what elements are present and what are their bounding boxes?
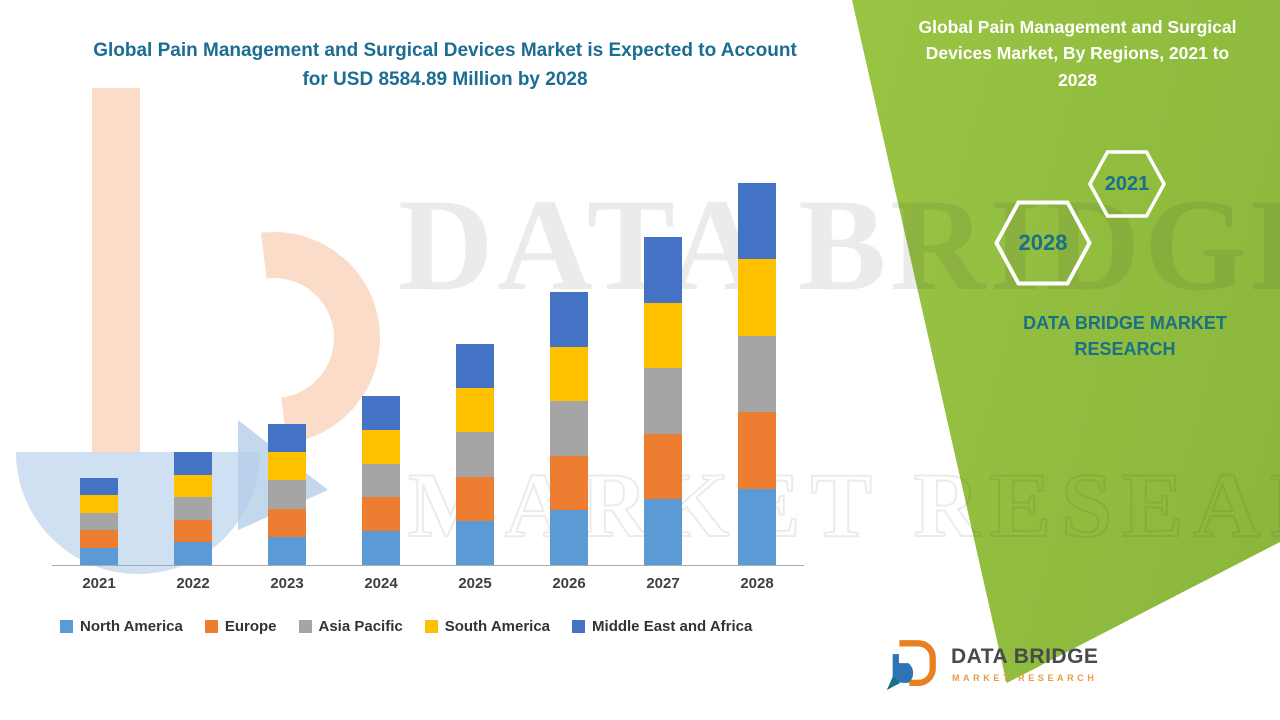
panel-title: Global Pain Management and Surgical Devi… <box>918 17 1237 90</box>
bar-segment-north-america <box>80 547 118 565</box>
bar-slot-2023 <box>240 170 334 565</box>
legend-item-europe: Europe <box>204 618 277 635</box>
x-axis-label-2023: 2023 <box>270 575 304 592</box>
logo-text: DATA BRIDGE MARKET RESEARCH <box>951 645 1098 683</box>
logo-subtitle: MARKET RESEARCH <box>951 673 1098 683</box>
legend-label-north-america: North America <box>80 618 183 635</box>
bar-segment-europe <box>80 530 118 548</box>
bar-slot-2025 <box>428 170 522 565</box>
stacked-bar-2025 <box>456 344 494 565</box>
bar-segment-north-america <box>738 488 776 565</box>
background-logo-bar <box>92 88 140 488</box>
company-logo: DATA BRIDGE MARKET RESEARCH <box>885 636 1098 692</box>
legend-swatch-europe <box>204 620 218 633</box>
stacked-bar-2024 <box>362 396 400 565</box>
bar-segment-south-america <box>80 495 118 513</box>
bar-segment-north-america <box>644 499 682 565</box>
logo-name: DATA BRIDGE <box>951 645 1099 668</box>
hexagon-year-2028: 2028 <box>1018 230 1068 255</box>
legend-swatch-north-america <box>60 620 73 633</box>
bar-segment-europe <box>362 497 400 532</box>
x-axis-label-2024: 2024 <box>364 575 398 592</box>
bar-segment-south-america <box>738 259 776 336</box>
hexagon-2021: 2021 <box>1088 150 1166 218</box>
bar-segment-middle-east-and-africa <box>268 424 306 453</box>
legend-label-asia-pacific: Asia Pacific <box>318 618 403 635</box>
stacked-bar-2027 <box>644 237 682 565</box>
bar-segment-europe <box>644 433 682 500</box>
stacked-bar-2023 <box>268 424 306 565</box>
bar-segment-middle-east-and-africa <box>738 183 776 260</box>
bar-segment-asia-pacific <box>268 480 306 509</box>
panel-brand-text: DATA BRIDGE MARKET RESEARCH <box>1023 313 1227 360</box>
bar-segment-europe <box>268 508 306 537</box>
bar-segment-asia-pacific <box>550 401 588 456</box>
bar-segment-south-america <box>174 474 212 498</box>
stacked-bar-2026 <box>550 292 588 565</box>
bar-slot-2026 <box>522 170 616 565</box>
bar-segment-south-america <box>550 346 588 402</box>
legend-item-north-america: North America <box>60 618 183 635</box>
bar-slot-2028 <box>710 170 804 565</box>
x-axis-label-2025: 2025 <box>458 575 492 592</box>
x-axis-label-2026: 2026 <box>552 575 586 592</box>
stacked-bar-2022 <box>174 452 212 565</box>
bar-segment-north-america <box>456 520 494 565</box>
x-axis-label-2027: 2027 <box>646 575 680 592</box>
bars-row <box>52 170 804 566</box>
bar-segment-middle-east-and-africa <box>174 452 212 475</box>
legend-swatch-middle-east-and-africa <box>572 620 586 633</box>
bar-segment-middle-east-and-africa <box>80 478 118 496</box>
bar-segment-europe <box>456 476 494 521</box>
stacked-bar-chart: 2021 2022 2023 2024 2025 2026 2027 2028 <box>52 170 804 592</box>
bar-segment-asia-pacific <box>644 368 682 434</box>
legend-swatch-south-america <box>424 620 438 633</box>
legend-label-middle-east-and-africa: Middle East and Africa <box>592 618 753 635</box>
hexagon-outline-icon <box>1088 150 1166 218</box>
bar-segment-asia-pacific <box>456 432 494 477</box>
page-title: Global Pain Management and Surgical Devi… <box>93 40 797 91</box>
x-axis-labels: 2021 2022 2023 2024 2025 2026 2027 2028 <box>52 575 804 592</box>
legend-swatch-asia-pacific <box>298 620 312 633</box>
bar-segment-north-america <box>174 542 212 565</box>
bar-segment-europe <box>550 455 588 511</box>
bar-segment-north-america <box>268 536 306 565</box>
legend-item-middle-east-and-africa: Middle East and Africa <box>572 618 752 635</box>
hexagon-year-2021: 2021 <box>1104 172 1150 195</box>
bar-segment-middle-east-and-africa <box>550 292 588 347</box>
bar-segment-south-america <box>644 302 682 369</box>
bar-segment-asia-pacific <box>80 512 118 531</box>
x-axis-label-2022: 2022 <box>176 575 210 592</box>
bar-slot-2024 <box>334 170 428 565</box>
bar-segment-middle-east-and-africa <box>644 237 682 303</box>
stacked-bar-2028 <box>738 183 776 565</box>
data-bridge-logo-icon <box>886 640 936 691</box>
bar-segment-south-america <box>268 452 306 481</box>
chart-legend: North America Europe Asia Pacific South Ame… <box>60 618 752 635</box>
legend-item-south-america: South America <box>424 618 551 635</box>
bar-segment-south-america <box>362 429 400 464</box>
hexagon-2028: 2028 <box>994 200 1092 286</box>
bar-segment-middle-east-and-africa <box>362 396 400 430</box>
bar-segment-north-america <box>550 510 588 565</box>
bar-segment-south-america <box>456 388 494 433</box>
hexagon-outline-icon <box>994 200 1092 286</box>
legend-item-asia-pacific: Asia Pacific <box>298 618 403 635</box>
legend-label-south-america: South America <box>444 618 551 635</box>
bar-segment-europe <box>738 412 776 489</box>
bar-segment-asia-pacific <box>362 463 400 498</box>
legend-label-europe: Europe <box>224 618 277 635</box>
bar-slot-2021 <box>52 170 146 565</box>
bar-slot-2022 <box>146 170 240 565</box>
bar-segment-europe <box>174 519 212 543</box>
x-axis-label-2028: 2028 <box>740 575 774 592</box>
bar-segment-asia-pacific <box>738 335 776 413</box>
x-axis-label-2021: 2021 <box>82 575 116 592</box>
stacked-bar-2021 <box>80 478 118 565</box>
bar-segment-north-america <box>362 531 400 565</box>
bar-segment-middle-east-and-africa <box>456 344 494 389</box>
bar-slot-2027 <box>616 170 710 565</box>
bar-segment-asia-pacific <box>174 497 212 520</box>
